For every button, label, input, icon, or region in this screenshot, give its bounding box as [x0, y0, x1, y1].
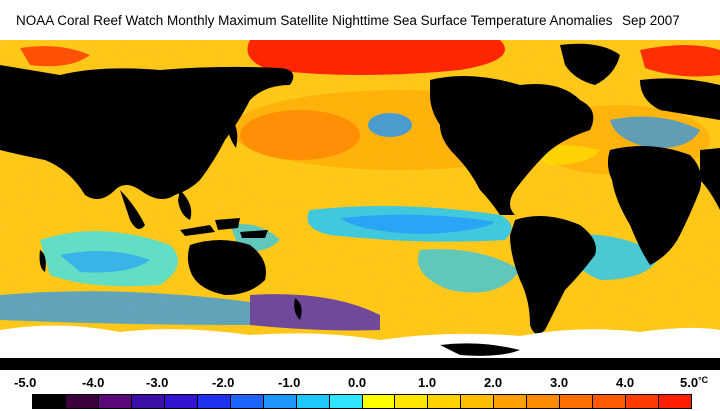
land-eurasia	[0, 65, 294, 199]
legend-label: 4.0	[616, 375, 635, 390]
land-greenland	[560, 43, 620, 85]
legend-swatch	[131, 395, 165, 408]
land-africa	[607, 146, 702, 265]
legend-label: -3.0	[146, 375, 169, 390]
legend-label: -2.0	[212, 375, 235, 390]
color-legend: -5.0 -4.0 -3.0 -2.0 -1.0 0.0 1.0 2.0 3.0…	[0, 370, 720, 411]
legend-swatch	[494, 395, 528, 408]
legend-label: 0.0	[348, 375, 367, 390]
legend-label-max: 5.0°C	[680, 375, 709, 390]
legend-swatch	[527, 395, 561, 408]
legend-swatch	[362, 395, 396, 408]
legend-label: -1.0	[278, 375, 301, 390]
sst-anomaly-map	[0, 40, 720, 370]
legend-swatch	[296, 395, 330, 408]
legend-swatch	[626, 395, 660, 408]
legend-swatch	[329, 395, 363, 408]
legend-label: -5.0	[14, 375, 37, 390]
land-australia	[187, 240, 266, 295]
legend-label: 2.0	[484, 375, 503, 390]
legend-swatch	[65, 395, 99, 408]
legend-swatch	[560, 395, 594, 408]
legend-swatch	[263, 395, 297, 408]
legend-swatch	[33, 395, 66, 408]
land-south-america	[510, 216, 596, 334]
legend-swatch	[164, 395, 198, 408]
legend-swatch	[230, 395, 264, 408]
legend-swatch	[98, 395, 132, 408]
legend-swatch	[593, 395, 627, 408]
legend-swatch	[659, 395, 692, 408]
legend-swatches	[32, 394, 692, 409]
map-title: NOAA Coral Reef Watch Monthly Maximum Sa…	[0, 0, 720, 40]
legend-swatch	[395, 395, 429, 408]
legend-label: 3.0	[550, 375, 569, 390]
title-date: Sep 2007	[622, 13, 680, 28]
legend-swatch	[197, 395, 231, 408]
land-north-america	[430, 76, 594, 215]
legend-label: 1.0	[418, 375, 437, 390]
title-text: NOAA Coral Reef Watch Monthly Maximum Sa…	[16, 13, 613, 28]
legend-label: -4.0	[82, 375, 105, 390]
legend-swatch	[461, 395, 495, 408]
legend-swatch	[428, 395, 462, 408]
